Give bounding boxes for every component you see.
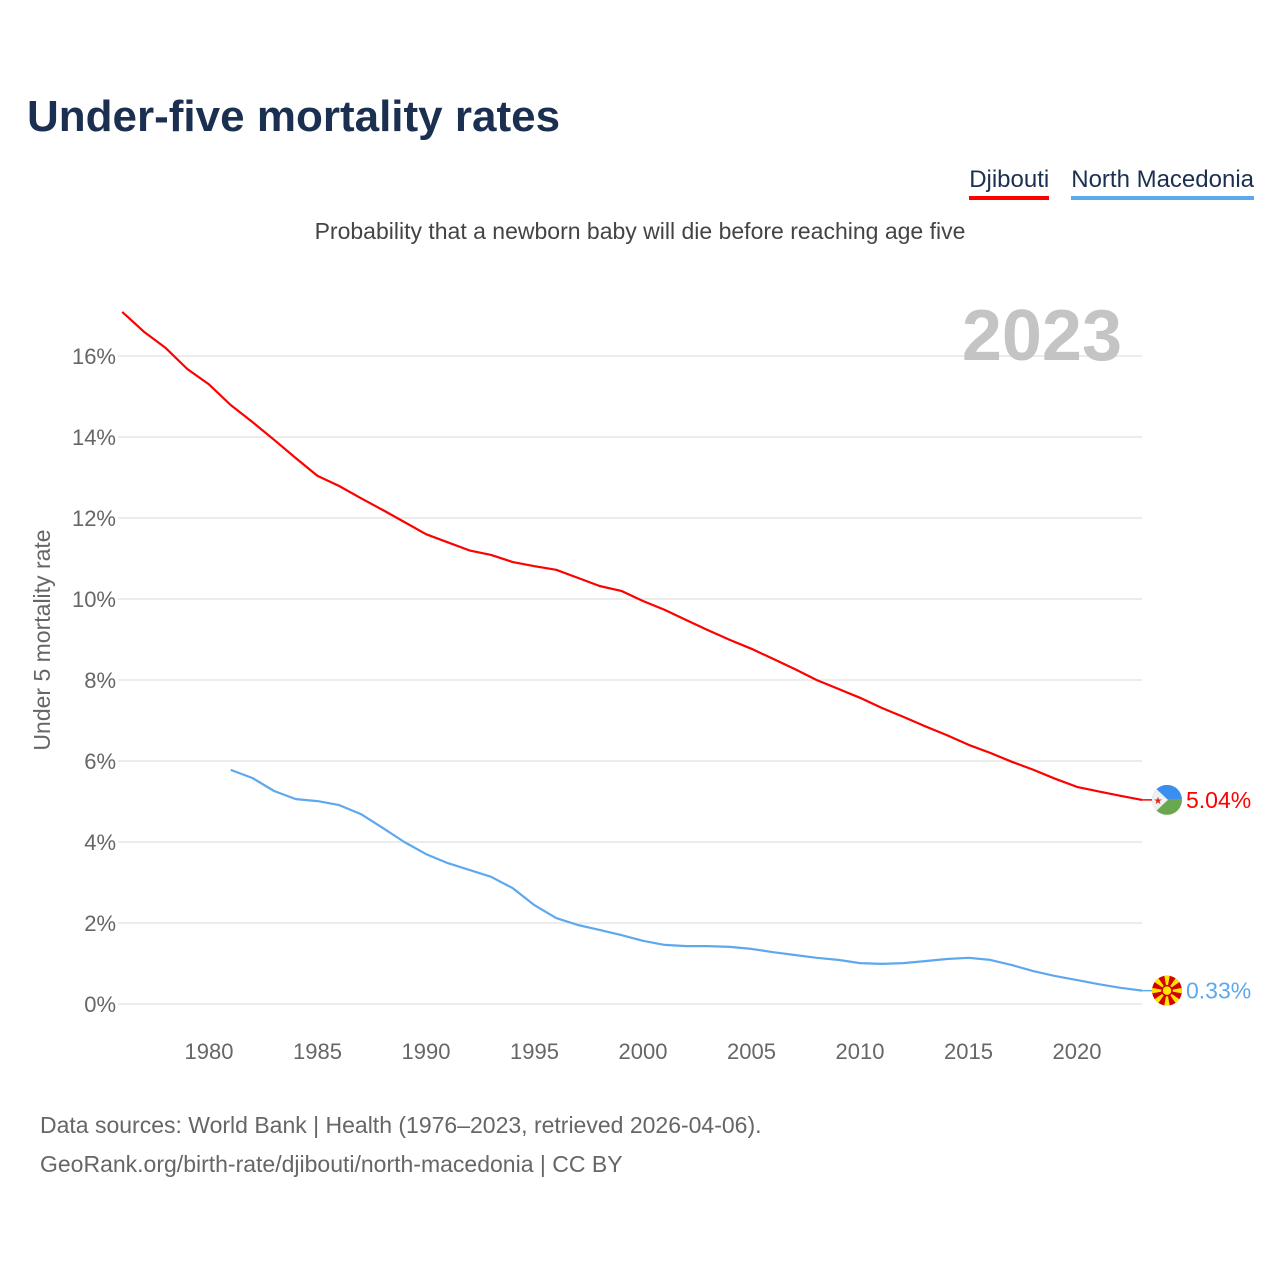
x-tick-label: 2015 [944, 1039, 993, 1064]
legend: Djibouti North Macedonia [969, 166, 1254, 200]
legend-djibouti[interactable]: Djibouti [969, 166, 1050, 200]
x-tick-label: 1980 [185, 1039, 234, 1064]
year-label: 2023 [962, 296, 1122, 376]
chart-title: Under-five mortality rates [27, 92, 561, 141]
y-tick-label: 12% [72, 506, 116, 531]
y-axis-label: Under 5 mortality rate [29, 529, 55, 750]
y-tick-label: 10% [72, 587, 116, 612]
source-link[interactable]: GeoRank.org/birth-rate/djibouti/north-ma… [40, 1151, 623, 1177]
data-source: Data sources: World Bank | Health (1976–… [40, 1112, 762, 1138]
x-tick-label: 1990 [402, 1039, 451, 1064]
x-tick-label: 2020 [1053, 1039, 1102, 1064]
chart-subtitle: Probability that a newborn baby will die… [314, 218, 966, 244]
x-tick-label: 2000 [619, 1039, 668, 1064]
x-tick-label: 2005 [727, 1039, 776, 1064]
x-tick-label: 1985 [293, 1039, 342, 1064]
y-tick-label: 2% [84, 911, 116, 936]
y-tick-label: 0% [84, 992, 116, 1017]
series-line-djibouti[interactable] [121, 311, 1143, 801]
footer: Data sources: World Bank | Health (1976–… [40, 1106, 762, 1184]
series-line-north-macedonia[interactable] [230, 768, 1143, 992]
y-tick-label: 4% [84, 830, 116, 855]
y-tick-label: 16% [72, 344, 116, 369]
djibouti-flag-icon: ★ [1152, 784, 1182, 815]
legend-north-macedonia[interactable]: North Macedonia [1071, 166, 1254, 200]
end-value-label: 0.33% [1186, 978, 1251, 1004]
svg-text:★: ★ [1154, 796, 1163, 807]
end-value-label: 5.04% [1186, 787, 1251, 813]
x-tick-label: 2010 [836, 1039, 885, 1064]
y-tick-label: 8% [84, 668, 116, 693]
x-tick-label: 1995 [510, 1039, 559, 1064]
y-tick-label: 6% [84, 749, 116, 774]
north-macedonia-flag-icon [1152, 975, 1182, 1006]
y-tick-label: 14% [72, 425, 116, 450]
